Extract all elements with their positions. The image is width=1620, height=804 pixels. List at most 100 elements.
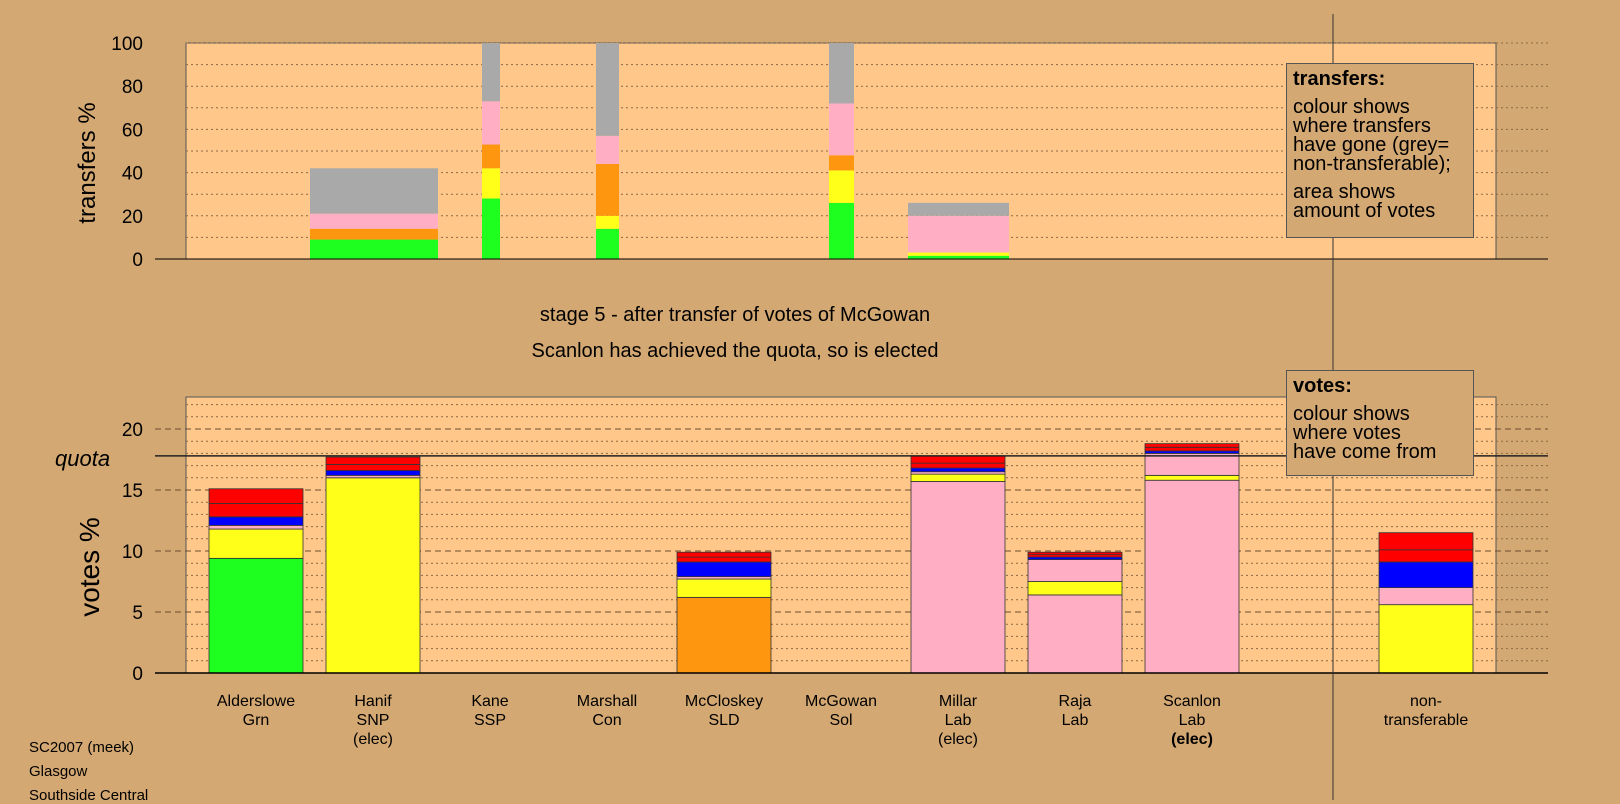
- votes-bar-segment: [325, 463, 421, 471]
- transfers-bar-segment: [310, 168, 438, 214]
- votes-bar-segment: [910, 455, 1006, 464]
- candidate-label-line: Raja: [1059, 693, 1092, 710]
- footer-ward: Southside Central: [29, 787, 149, 804]
- candidate-label: non-transferable: [1384, 693, 1469, 729]
- votes-tick-label: 10: [122, 542, 143, 563]
- transfers-bar-segment: [829, 103, 854, 156]
- votes-bar-segment: [910, 462, 1006, 469]
- votes-bar-segment: [676, 596, 772, 674]
- transfers-bar-segment: [829, 155, 854, 171]
- transfers-bar-segment: [482, 101, 500, 145]
- votes-bar-segment: [1027, 581, 1123, 596]
- transfers-tick-label: 20: [122, 207, 143, 228]
- transfers-bar-segment: [482, 43, 500, 102]
- votes-bar-segment: [676, 578, 772, 598]
- candidate-label: McGowan Sol: [805, 693, 877, 729]
- transfers-bar-segment: [829, 43, 854, 104]
- votes-bar-segment: [676, 561, 772, 578]
- transfers-bar-segment: [908, 202, 1009, 216]
- candidate-label-line: McGowan: [805, 693, 877, 710]
- candidate-labels: Alderslowe Grn Hanif SNP (elec) Kane SSP Marsha…: [217, 693, 1468, 748]
- candidate-label: Alderslowe Grn: [217, 693, 295, 729]
- candidate-label-line: transferable: [1384, 712, 1469, 729]
- votes-bar-segment: [1378, 587, 1474, 606]
- votes-tick-label: 15: [122, 481, 143, 502]
- votes-bar-segment: [1144, 474, 1240, 481]
- votes-bar-segment: [325, 477, 421, 674]
- votes-bar-segment: [1144, 443, 1240, 448]
- quota-label: quota: [55, 446, 110, 471]
- votes-bar-segment: [676, 551, 772, 558]
- votes-tick-label: 20: [122, 420, 143, 441]
- transfers-legend-line: area shows: [1293, 181, 1396, 203]
- votes-bar-segment: [910, 467, 1006, 473]
- transfers-tick-label: 0: [132, 250, 143, 271]
- votes-legend-line: where votes: [1293, 422, 1401, 444]
- votes-bar-segment: [910, 481, 1006, 674]
- candidate-label-line: Lab: [945, 712, 972, 729]
- candidate-label-line: McCloskey: [685, 693, 763, 710]
- transfers-bar-segment: [482, 144, 500, 169]
- votes-bar-segment: [1144, 446, 1240, 452]
- transfers-bar-segment: [596, 43, 619, 136]
- transfers-bar-segment: [310, 239, 438, 259]
- candidate-label-line: Sol: [829, 712, 852, 729]
- votes-chart: 0 5 10 15 20: [122, 396, 1548, 685]
- transfers-bar-segment: [596, 228, 619, 259]
- transfers-bar-segment: [829, 170, 854, 203]
- transfers-tick-label: 80: [122, 77, 143, 98]
- candidate-label-line: Lab: [1179, 712, 1206, 729]
- stage-text: stage 5 - after transfer of votes of McG…: [540, 304, 930, 326]
- transfers-tick-label: 60: [122, 120, 143, 141]
- candidate-label: McCloskey SLD: [685, 693, 763, 729]
- votes-legend-line: have come from: [1293, 441, 1437, 463]
- votes-bar-segment: [208, 488, 304, 504]
- transfers-legend-line: colour shows: [1293, 96, 1410, 118]
- candidate-label-line: Alderslowe: [217, 693, 295, 710]
- votes-bar-segment: [676, 556, 772, 563]
- transfers-bar-segment: [908, 215, 1009, 253]
- transfers-bar-segment: [310, 213, 438, 229]
- votes-bar-segment: [325, 456, 421, 465]
- candidate-label: Raja Lab: [1059, 693, 1092, 729]
- candidate-label-line: Hanif: [354, 693, 392, 710]
- votes-bar-segment: [1378, 561, 1474, 588]
- candidate-label-line: SSP: [474, 712, 506, 729]
- votes-bar-segment: [1144, 479, 1240, 674]
- votes-bar-segment: [1378, 604, 1474, 674]
- transfers-bar-segment: [908, 252, 1009, 256]
- candidate-label: Millar Lab (elec): [938, 693, 978, 748]
- transfers-tick-label: 100: [111, 34, 143, 55]
- votes-legend-line: colour shows: [1293, 403, 1410, 425]
- votes-bar-segment: [208, 557, 304, 674]
- candidate-label-line: Lab: [1062, 712, 1089, 729]
- votes-bar-segment: [1027, 594, 1123, 674]
- candidate-label-line: (elec): [938, 731, 978, 748]
- votes-bar-segment: [910, 473, 1006, 482]
- candidate-label-line: Scanlon: [1163, 693, 1221, 710]
- transfers-bar-segment: [482, 198, 500, 259]
- candidate-label-line: Grn: [243, 712, 270, 729]
- transfers-bar-segment: [310, 228, 438, 240]
- transfers-bar-segment: [596, 215, 619, 229]
- transfers-bar-segment: [596, 163, 619, 216]
- votes-bar-segment: [1027, 559, 1123, 582]
- candidate-label-line: (elec): [1171, 731, 1213, 748]
- transfers-legend-line: non-transferable);: [1293, 153, 1451, 175]
- votes-bar-segment: [208, 503, 304, 518]
- result-text: Scanlon has achieved the quota, so is el…: [532, 340, 939, 362]
- candidate-label-line: SLD: [708, 712, 739, 729]
- candidate-label-line: SNP: [357, 712, 390, 729]
- votes-bar-segment: [1378, 532, 1474, 551]
- transfers-bar-segment: [596, 135, 619, 164]
- candidate-label-line: Con: [592, 712, 621, 729]
- votes-bar-segment: [1378, 549, 1474, 563]
- votes-bar-segment: [208, 528, 304, 559]
- candidate-label-line: Millar: [939, 693, 978, 710]
- votes-bar-segment: [208, 516, 304, 526]
- transfers-bar-segment: [829, 202, 854, 259]
- footer-council: Glasgow: [29, 763, 88, 780]
- votes-bar-segment: [325, 470, 421, 476]
- transfers-tick-label: 40: [122, 164, 143, 185]
